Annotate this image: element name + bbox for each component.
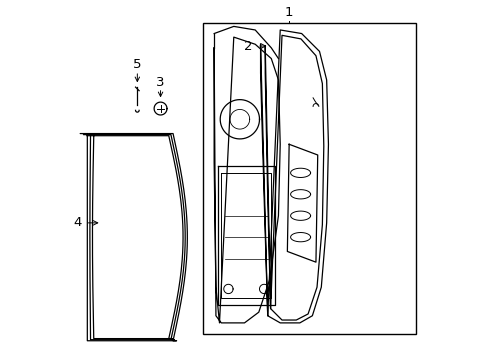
Text: 2: 2 [244, 40, 252, 53]
Text: 4: 4 [73, 216, 81, 229]
Text: 5: 5 [133, 58, 142, 72]
Bar [203, 23, 415, 334]
Text: 3: 3 [156, 76, 164, 89]
Text: 1: 1 [285, 6, 293, 19]
